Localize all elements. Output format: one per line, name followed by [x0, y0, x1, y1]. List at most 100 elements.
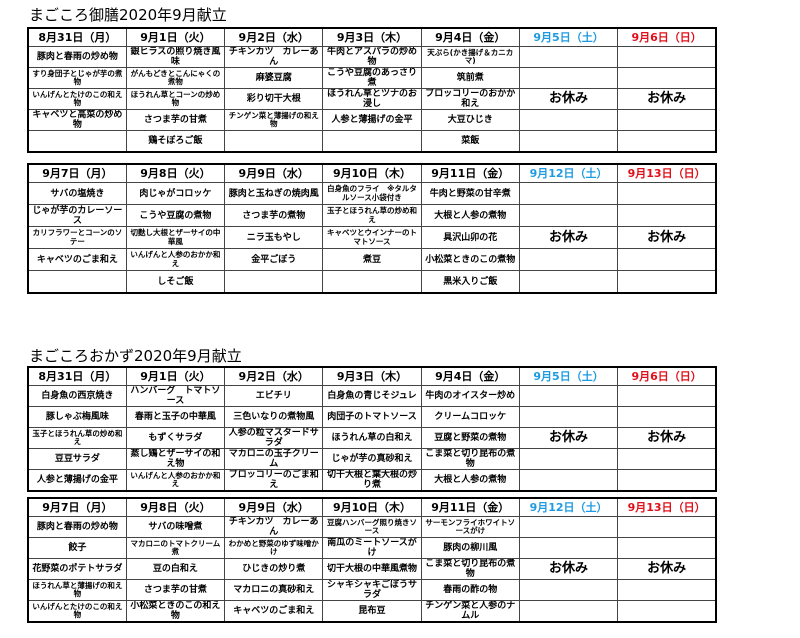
menu-row: すり身団子とじゃが芋の煮物 がんもどきとこんにゃくの煮物 麻婆豆腐 こうや豆腐のあっさ… [27, 67, 717, 89]
empty-cell [518, 67, 619, 89]
menu-item: チンゲン菜と人参のナムル [420, 600, 520, 623]
menu-item: 玉子とほうれん草の炒め和え [27, 427, 127, 449]
empty-cell [518, 448, 619, 470]
menu-item: クリームコロッケ [420, 406, 520, 428]
menu-row: 豆豆サラダ 蒸し鶏とザーサイの和え物 マカロニの玉子クリーム じゃが芋の真砂和え こま菜… [27, 448, 717, 470]
menu-item: さつま芋の煮物 [224, 204, 324, 227]
day-header: 9月9日（水） [224, 163, 324, 183]
holiday: お休み [617, 88, 717, 110]
empty-cell [617, 130, 717, 153]
empty-cell [518, 537, 619, 559]
menu-item: 豚しゃぶ梅風味 [27, 406, 127, 428]
menu-row: 玉子とほうれん草の炒め和え もずくサラダ 人参の粒マスタードサラダ ほうれん草の白和え… [27, 427, 717, 449]
menu-item: 切干大根の中華風煮物 [322, 558, 422, 580]
menu-item: 春雨の酢の物 [420, 579, 520, 601]
day-header: 9月3日（木） [322, 366, 422, 386]
menu-item: 春雨と玉子の中華風 [125, 406, 226, 428]
menu-item: 彩り切干大根 [224, 88, 324, 110]
menu-item: 南瓜のミートソースがけ [322, 537, 422, 559]
menu-item: 三色いなりの煮物風 [224, 406, 324, 428]
menu-item: マカロニの真砂和え [224, 579, 324, 601]
menu-item: いんげんとたけのこの和え物 [27, 88, 127, 110]
menu-item: ほうれん草とコーンの炒め物 [125, 88, 226, 110]
menu-item: 煮豆 [322, 248, 422, 271]
day-header: 9月4日（金） [420, 27, 520, 47]
menu-item: チキンカツ カレーあん [224, 46, 324, 68]
menu-item: 豆豆サラダ [27, 448, 127, 470]
menu-item: いんげんと人参のおかか和え [125, 248, 226, 271]
menu-item: エビチリ [224, 385, 324, 407]
day-header: 9月4日（金） [420, 366, 520, 386]
menu-item: キャベツと高菜の炒め物 [27, 109, 127, 131]
day-header: 9月2日（水） [224, 27, 324, 47]
menu-item: カリフラワーとコーンのソテー [27, 226, 127, 249]
header-row: 8月31日（月） 9月1日（火） 9月2日（水） 9月3日（木） 9月4日（金） 9月5日… [27, 366, 717, 386]
holiday: お休み [518, 427, 619, 449]
empty-cell [518, 204, 619, 227]
holiday: お休み [518, 88, 619, 110]
empty-cell [518, 130, 619, 153]
menu-item: キャベツとウインナーのトマトソース [322, 226, 422, 249]
menu-item: 玉子とほうれん草の炒め和え [322, 204, 422, 227]
day-header: 9月10日（木） [322, 497, 422, 517]
empty-cell [322, 130, 422, 153]
menu-row: いんげんとたけのこの和え物 小松菜ときのこの和え物 キャベツのごま和え 昆布豆 チンゲン… [27, 600, 717, 623]
menu-item: 白身魚のフライ ※タルタルソース小袋付き [322, 182, 422, 205]
empty-cell [518, 579, 619, 601]
menu-item: ブロッコリーのおかか和え [420, 88, 520, 110]
menu-row: 人参と薄揚げの金平 いんげんと人参のおかか和え ブロッコリーのごま和え 切干大根と葉大… [27, 469, 717, 492]
menu-item: キャベツのごま和え [224, 600, 324, 623]
menu-item: 切干大根と葉大根の炒り煮 [322, 469, 422, 492]
menu-item: シャキシャキごぼうサラダ [322, 579, 422, 601]
menu-table: 9月7日（月） 9月8日（火） 9月9日（水） 9月10日（木） 9月11日（金） 9月1… [27, 163, 717, 294]
holiday: お休み [518, 558, 619, 580]
menu-row: いんげんとたけのこの和え物 ほうれん草とコーンの炒め物 彩り切干大根 ほうれん草とツナ… [27, 88, 717, 110]
empty-cell [518, 385, 619, 407]
menu-table: 8月31日（月） 9月1日（火） 9月2日（水） 9月3日（木） 9月4日（金） 9月5日… [27, 366, 717, 492]
holiday: お休み [617, 226, 717, 249]
empty-cell [617, 537, 717, 559]
menu-item: 大根と人参の煮物 [420, 469, 520, 492]
menu-row: キャベツのごま和え いんげんと人参のおかか和え 金平ごぼう 煮豆 小松菜ときのこの煮物 [27, 248, 717, 271]
day-header: 9月13日（日） [617, 497, 717, 517]
menu-item: いんげんと人参のおかか和え [125, 469, 226, 492]
menu-table: 8月31日（月） 9月1日（火） 9月2日（水） 9月3日（木） 9月4日（金） 9月5日… [27, 27, 717, 153]
menu-item: 鶏そぼろご飯 [125, 130, 226, 153]
empty-cell [617, 109, 717, 131]
empty-cell [322, 270, 422, 294]
holiday: お休み [617, 558, 717, 580]
day-header: 9月13日（日） [617, 163, 717, 183]
section-title: まごころおかず2020年9月献立 [29, 347, 242, 365]
header-row: 9月7日（月） 9月8日（火） 9月9日（水） 9月10日（木） 9月11日（金） 9月1… [27, 163, 717, 183]
menu-item: 人参と薄揚げの金平 [322, 109, 422, 131]
menu-item: マカロニの玉子クリーム [224, 448, 324, 470]
empty-cell [518, 600, 619, 623]
menu-item: 豚肉の柳川風 [420, 537, 520, 559]
empty-cell [518, 270, 619, 294]
day-header: 9月8日（火） [125, 497, 226, 517]
menu-item: マカロニのトマトクリーム煮 [125, 537, 226, 559]
day-header: 9月9日（水） [224, 497, 324, 517]
menu-item: 麻婆豆腐 [224, 67, 324, 89]
empty-cell [518, 248, 619, 271]
day-header: 9月5日（土） [518, 27, 619, 47]
empty-cell [27, 270, 127, 294]
menu-item: 花野菜のポテトサラダ [27, 558, 127, 580]
menu-row: 白身魚の西京焼き ハンバーグ トマトソース エビチリ 白身魚の青じそジュレ 牛肉のオイス… [27, 385, 717, 407]
empty-cell [518, 469, 619, 492]
menu-item: さつま芋の甘煮 [125, 109, 226, 131]
day-header: 8月31日（月） [27, 366, 127, 386]
day-header: 9月10日（木） [322, 163, 422, 183]
menu-item: 切麩し大根とザーサイの中華風 [125, 226, 226, 249]
menu-item: 豚肉と玉ねぎの焼肉風 [224, 182, 324, 205]
menu-item: 白身魚の青じそジュレ [322, 385, 422, 407]
header-row: 9月7日（月） 9月8日（火） 9月9日（水） 9月10日（木） 9月11日（金） 9月1… [27, 497, 717, 517]
empty-cell [518, 406, 619, 428]
day-header: 9月8日（火） [125, 163, 226, 183]
menu-item: キャベツのごま和え [27, 248, 127, 271]
day-header: 9月1日（火） [125, 366, 226, 386]
menu-item: もずくサラダ [125, 427, 226, 449]
menu-item: 小松菜ときのこの和え物 [125, 600, 226, 623]
menu-item: サバの味噌煮 [125, 516, 226, 538]
empty-cell [617, 516, 717, 538]
